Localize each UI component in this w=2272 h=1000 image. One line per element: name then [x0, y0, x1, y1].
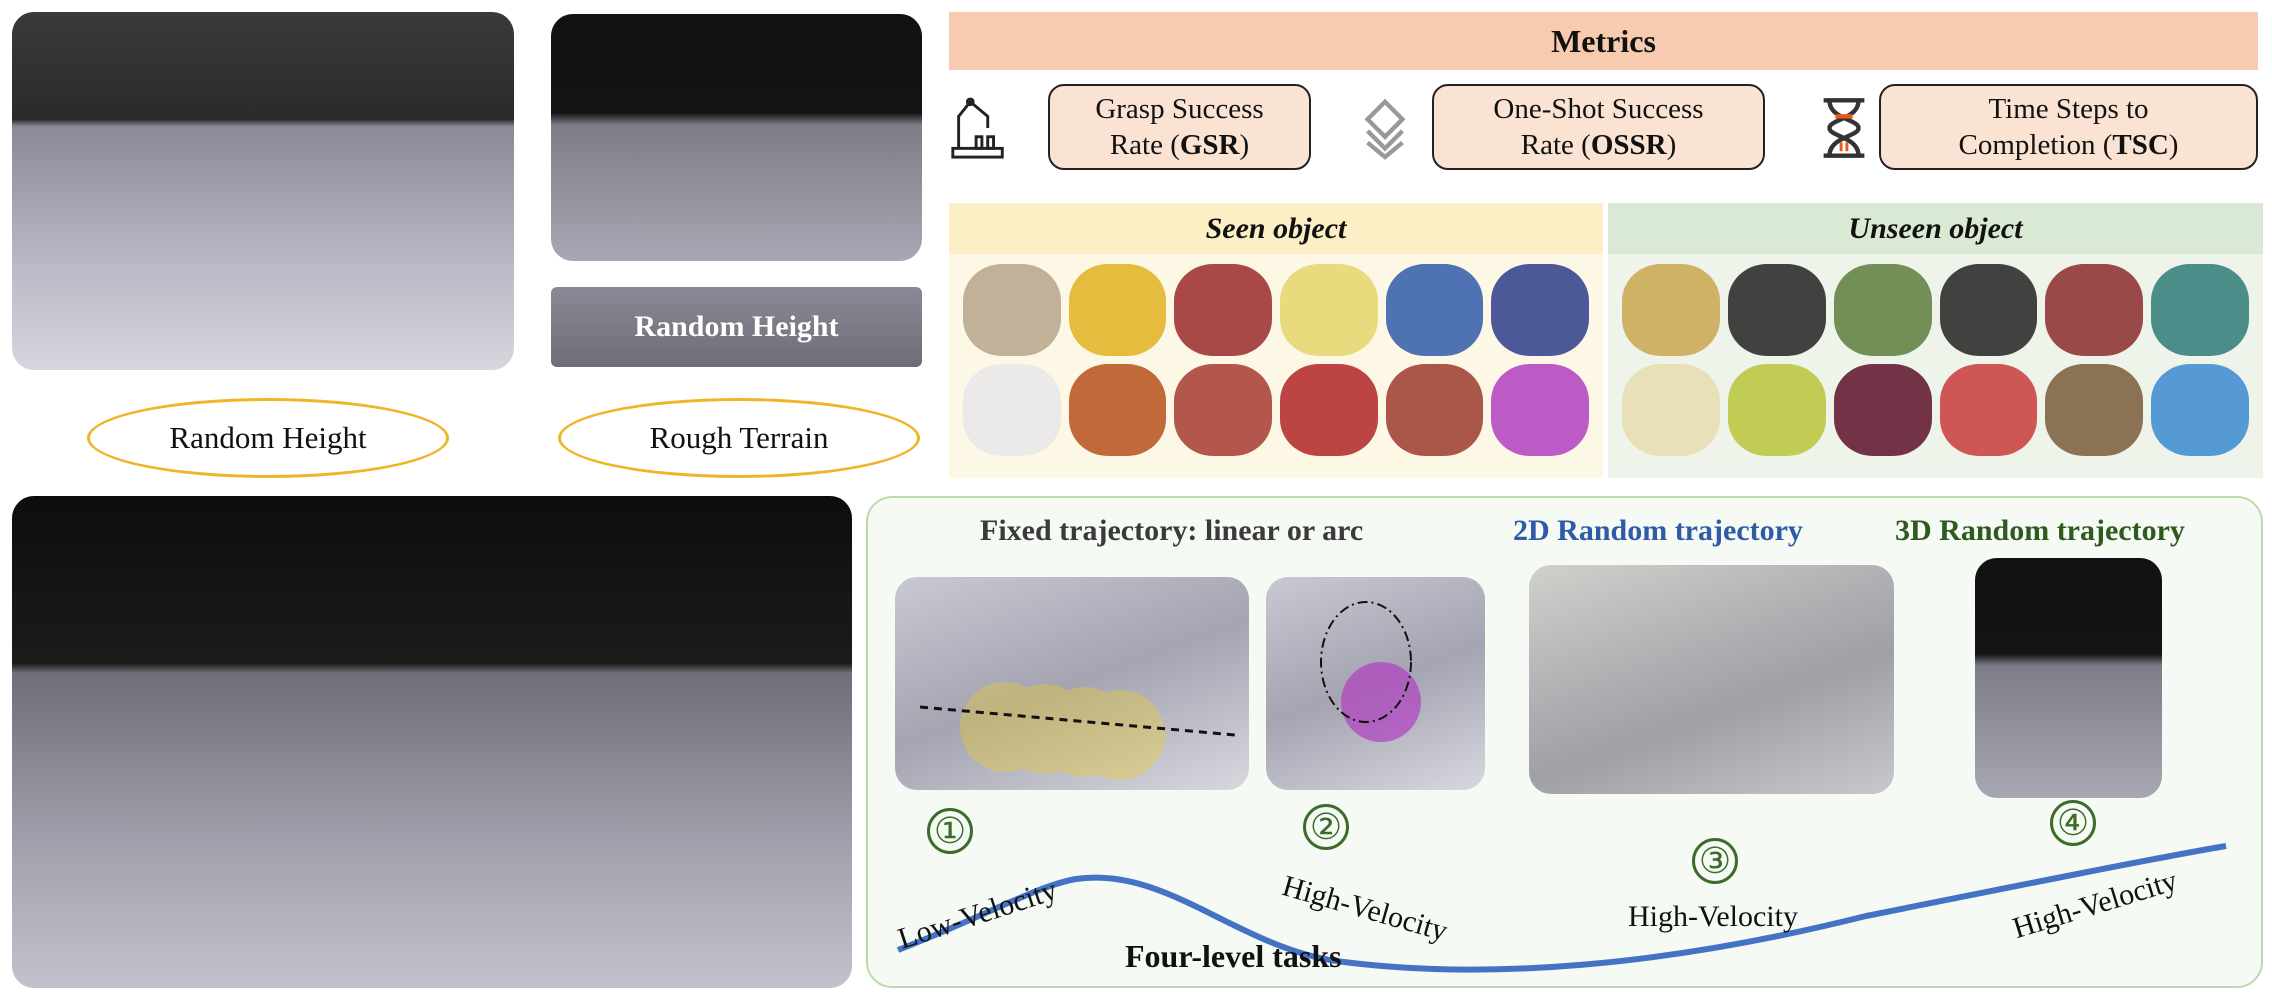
metric-abbr: GSR [1179, 129, 1240, 161]
object-thumbnail [1939, 264, 2038, 356]
unseen-object-panel: Unseen object [1608, 203, 2263, 478]
random-3d-trajectory-title: 3D Random trajectory [1895, 514, 2185, 547]
seen-object-grid [949, 254, 1603, 466]
level-1-number: ① [927, 808, 973, 854]
object-thumbnail [963, 264, 1061, 356]
object-thumbnail [1068, 364, 1167, 456]
metric-text: Completion ( [1958, 129, 2113, 161]
random-height-ellipse-label: Random Height [87, 398, 449, 478]
level-number: ① [933, 811, 967, 851]
random-height-inset: Random Height [551, 287, 922, 367]
seen-object-panel: Seen object [949, 203, 1603, 478]
object-thumbnail [1833, 364, 1932, 456]
four-level-tasks-label: Four-level tasks [1125, 938, 1342, 974]
object-thumbnail [1491, 364, 1589, 456]
unseen-object-header: Unseen object [1608, 203, 2263, 254]
level-number: ④ [2056, 803, 2090, 843]
metric-abbr: OSSR [1590, 129, 1667, 161]
object-thumbnail [1833, 264, 1932, 356]
level-3-number: ③ [1692, 838, 1738, 884]
label-text: Rough Terrain [649, 420, 829, 455]
level-number: ② [1309, 807, 1343, 847]
robot-arm-icon [951, 97, 1004, 159]
object-thumbnail [1727, 364, 1826, 456]
object-thumbnail [1491, 264, 1589, 356]
metric-tsc: Time Steps to Completion (TSC) [1879, 84, 2258, 170]
metric-line: One-Shot Success [1493, 92, 1704, 125]
object-thumbnail [963, 364, 1061, 456]
task-4-image [1975, 558, 2162, 798]
metric-text: ) [1239, 129, 1250, 161]
metric-text: Rate ( [1520, 129, 1591, 161]
object-thumbnail [2045, 364, 2144, 456]
layers-icon [1364, 98, 1406, 160]
metric-abbr: TSC [2112, 129, 2169, 161]
object-thumbnail [1174, 364, 1272, 456]
object-thumbnail [2045, 264, 2144, 356]
object-thumbnail [1174, 264, 1272, 356]
random-2d-trajectory-title: 2D Random trajectory [1513, 514, 1803, 547]
object-thumbnail [1622, 264, 1720, 356]
metric-line: Completion (TSC) [1959, 127, 2179, 163]
unseen-object-grid [1608, 254, 2263, 466]
task-1-image [895, 577, 1249, 790]
object-thumbnail [1068, 264, 1167, 356]
rough-terrain-ellipse-label: Rough Terrain [558, 398, 920, 478]
level-number: ③ [1698, 841, 1732, 881]
object-thumbnail [1279, 264, 1378, 356]
quadruped-grasping-scene-image [12, 496, 852, 988]
metric-line: Rate (OSSR) [1521, 127, 1677, 163]
task-2-image [1266, 577, 1485, 790]
level-4-number: ④ [2050, 800, 2096, 846]
random-height-scene-image [12, 12, 514, 370]
metric-line: Grasp Success [1095, 92, 1264, 125]
level-2-number: ② [1303, 804, 1349, 850]
metric-text: ) [1666, 129, 1677, 161]
fixed-trajectory-title: Fixed trajectory: linear or arc [980, 514, 1364, 547]
metric-line: Time Steps to [1988, 92, 2149, 125]
object-thumbnail [1939, 364, 2038, 456]
metric-text: ) [2168, 129, 2179, 161]
metric-ossr: One-Shot Success Rate (OSSR) [1432, 84, 1765, 170]
object-thumbnail [2151, 264, 2249, 356]
metrics-title: Metrics [1551, 22, 1656, 59]
level-3-label: High-Velocity [1628, 900, 1798, 933]
object-thumbnail [1385, 364, 1484, 456]
metric-line: Rate (GSR) [1110, 127, 1249, 163]
object-thumbnail [1727, 264, 1826, 356]
task-difficulty-curve [896, 843, 2227, 973]
arc-trajectory-overlay [1320, 601, 1421, 742]
metric-text: Rate ( [1109, 129, 1180, 161]
metrics-header: Metrics [949, 12, 2258, 70]
rough-terrain-scene-image [551, 14, 922, 261]
object-thumbnail [1279, 364, 1378, 456]
unseen-object-title: Unseen object [1848, 211, 2023, 245]
task-3-image [1529, 565, 1894, 794]
label-text: Random Height [169, 420, 367, 455]
seen-object-title: Seen object [1205, 211, 1347, 245]
linear-trajectory-overlay [919, 682, 1236, 780]
object-thumbnail [1622, 364, 1720, 456]
object-thumbnail [1385, 264, 1484, 356]
inset-label: Random Height [634, 310, 839, 343]
hourglass-icon [1823, 98, 1865, 158]
metric-gsr: Grasp Success Rate (GSR) [1048, 84, 1311, 170]
seen-object-header: Seen object [949, 203, 1603, 254]
object-thumbnail [2151, 364, 2249, 456]
